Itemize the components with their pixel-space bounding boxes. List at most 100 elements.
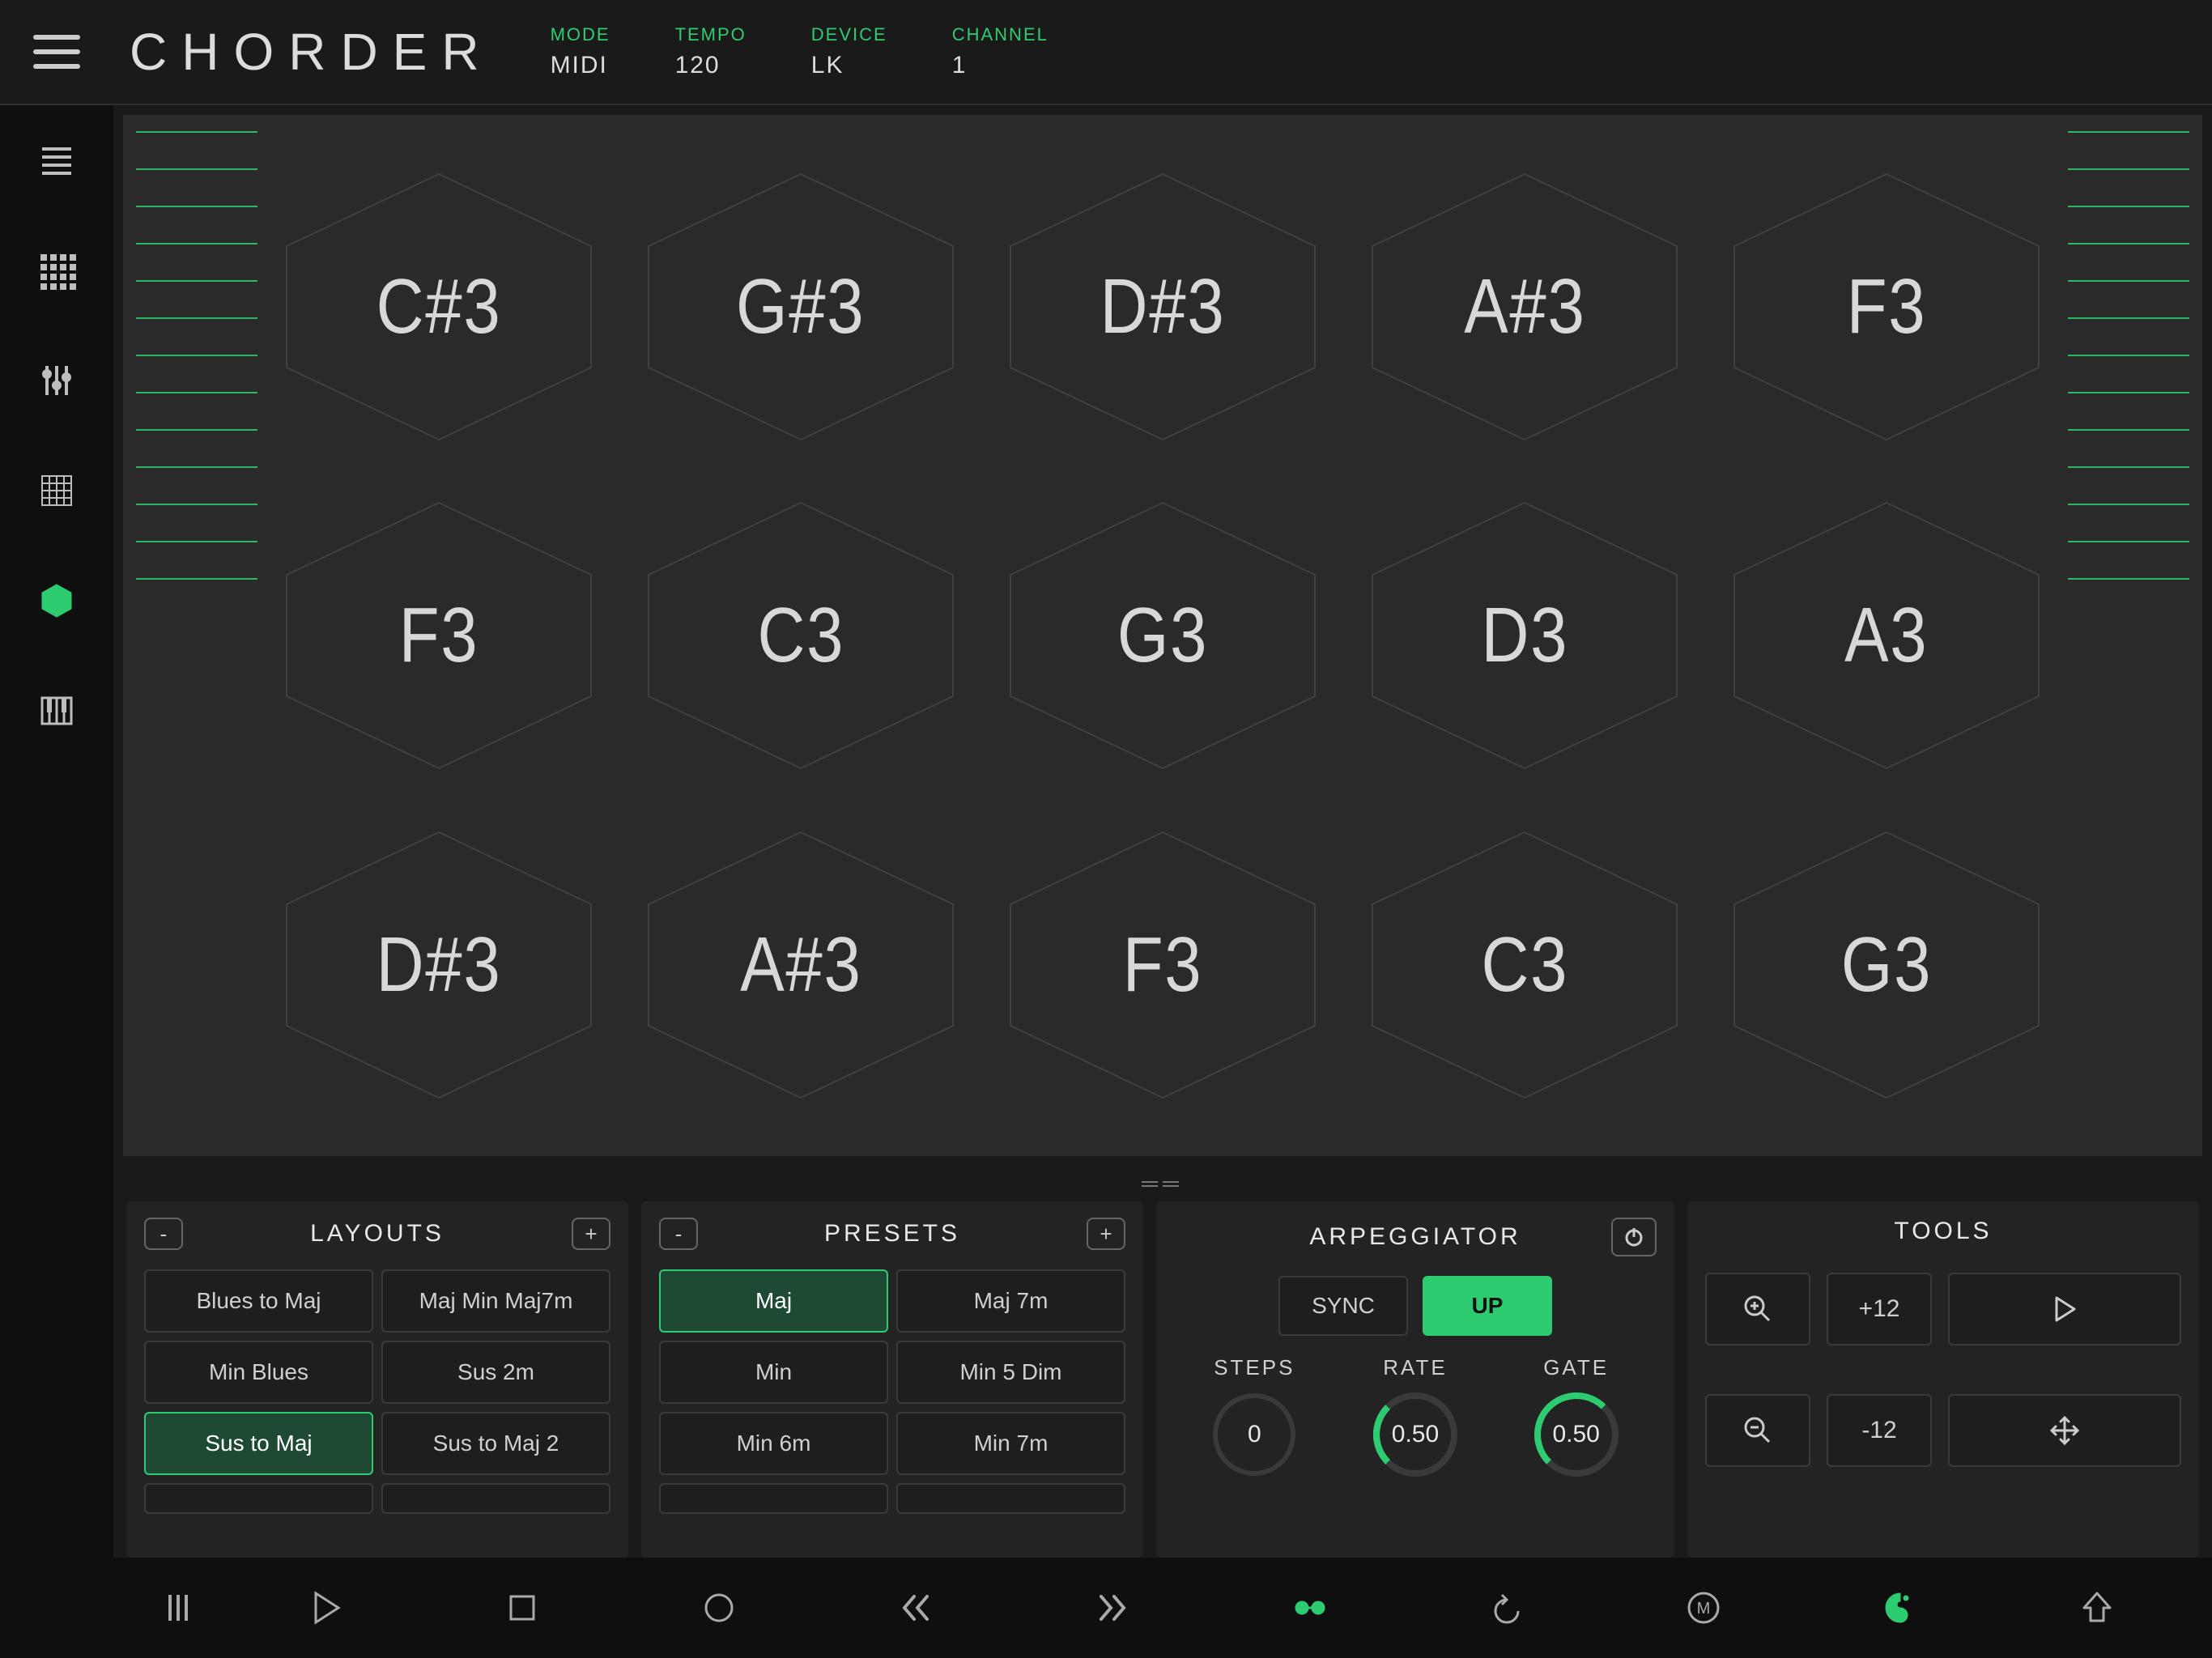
transport-shift-button[interactable] bbox=[1999, 1558, 2196, 1658]
chord-pad[interactable]: D#3 bbox=[277, 827, 601, 1103]
transport-palette-button[interactable] bbox=[1802, 1558, 1999, 1658]
meta-mode-value: MIDI bbox=[551, 52, 610, 79]
zoom-in-button[interactable] bbox=[1705, 1273, 1810, 1346]
meta-channel-label: CHANNEL bbox=[952, 24, 1049, 45]
layouts-title: LAYOUTS bbox=[310, 1220, 445, 1248]
sidebar-matrix-icon[interactable] bbox=[34, 468, 79, 513]
transport-undo-button[interactable] bbox=[1408, 1558, 1605, 1658]
transport-stop-button[interactable] bbox=[423, 1558, 620, 1658]
arp-rate-label: RATE bbox=[1383, 1355, 1447, 1380]
svg-text:M: M bbox=[1697, 1600, 1711, 1618]
layout-item[interactable]: Sus to Maj 2 bbox=[381, 1412, 610, 1475]
layouts-add-button[interactable]: + bbox=[572, 1218, 610, 1250]
chord-pad-label: F3 bbox=[1123, 920, 1203, 1010]
arp-gate-knob[interactable]: GATE 0.50 bbox=[1532, 1355, 1621, 1479]
layout-item[interactable] bbox=[144, 1483, 373, 1514]
transpose-down-button[interactable]: -12 bbox=[1827, 1394, 1932, 1467]
chord-pad-label: A#3 bbox=[1464, 262, 1585, 351]
sidebar-piano-icon[interactable] bbox=[34, 688, 79, 733]
arp-direction-button[interactable]: UP bbox=[1423, 1276, 1552, 1336]
layout-item[interactable]: Sus to Maj bbox=[144, 1412, 373, 1475]
arp-steps-value: 0 bbox=[1210, 1390, 1299, 1479]
app-header: CHORDER MODE MIDI TEMPO 120 DEVICE LK CH… bbox=[0, 0, 2212, 105]
preset-item[interactable] bbox=[659, 1483, 888, 1514]
arp-gate-label: GATE bbox=[1543, 1355, 1609, 1380]
chord-pad[interactable]: A#3 bbox=[1363, 169, 1687, 444]
meta-device[interactable]: DEVICE LK bbox=[811, 24, 887, 79]
transport-menu-icon[interactable] bbox=[130, 1558, 227, 1658]
app-title: CHORDER bbox=[130, 22, 494, 82]
arp-sync-button[interactable]: SYNC bbox=[1278, 1276, 1408, 1336]
transport-forward-button[interactable] bbox=[1015, 1558, 1211, 1658]
header-meta: MODE MIDI TEMPO 120 DEVICE LK CHANNEL 1 bbox=[551, 24, 1049, 79]
arpeggiator-panel: ARPEGGIATOR SYNC UP STEPS 0 bbox=[1156, 1201, 1674, 1558]
chord-pad[interactable]: G3 bbox=[1725, 827, 2048, 1103]
panel-resize-handle[interactable]: ══ bbox=[113, 1166, 2212, 1201]
transport-play-button[interactable] bbox=[227, 1558, 423, 1658]
move-tool-button[interactable] bbox=[1948, 1394, 2181, 1467]
chord-pad[interactable]: G#3 bbox=[639, 169, 963, 444]
transport-record-button[interactable] bbox=[620, 1558, 817, 1658]
chord-pad-area: C#3G#3 D#3 A#3 F3 F3 C3 G3D3A3 D#3 A#3 F3 C3 G3 bbox=[123, 115, 2202, 1156]
sidebar-sliders-icon[interactable] bbox=[34, 358, 79, 403]
meta-channel[interactable]: CHANNEL 1 bbox=[952, 24, 1049, 79]
preset-item[interactable]: Min 6m bbox=[659, 1412, 888, 1475]
layout-item[interactable]: Blues to Maj bbox=[144, 1269, 373, 1333]
layout-item[interactable]: Maj Min Maj7m bbox=[381, 1269, 610, 1333]
meta-tempo-value: 120 bbox=[675, 52, 747, 79]
chord-pad[interactable]: C3 bbox=[1363, 827, 1687, 1103]
chord-pad-label: C3 bbox=[1481, 920, 1568, 1010]
velocity-strip-left[interactable] bbox=[136, 131, 257, 580]
chord-pad-label: F3 bbox=[399, 591, 479, 680]
chord-pad[interactable]: C3 bbox=[639, 498, 963, 773]
arpeggiator-power-button[interactable] bbox=[1611, 1218, 1657, 1256]
sidebar-list-icon[interactable] bbox=[34, 138, 79, 183]
transport-metronome-button[interactable]: M bbox=[1605, 1558, 1802, 1658]
chord-pad[interactable]: F3 bbox=[1725, 169, 2048, 444]
arpeggiator-title: ARPEGGIATOR bbox=[1309, 1223, 1521, 1251]
arp-rate-value: 0.50 bbox=[1371, 1390, 1460, 1479]
menu-button[interactable] bbox=[0, 31, 113, 73]
preset-item[interactable]: Maj 7m bbox=[896, 1269, 1125, 1333]
layout-item[interactable] bbox=[381, 1483, 610, 1514]
arp-steps-knob[interactable]: STEPS 0 bbox=[1210, 1355, 1299, 1479]
meta-tempo-label: TEMPO bbox=[675, 24, 747, 45]
zoom-out-button[interactable] bbox=[1705, 1394, 1810, 1467]
tools-title: TOOLS bbox=[1894, 1218, 1992, 1245]
chord-pad[interactable]: F3 bbox=[277, 498, 601, 773]
tools-panel: TOOLS +12 -12 bbox=[1687, 1201, 2199, 1558]
velocity-strip-right[interactable] bbox=[2068, 131, 2189, 580]
layout-item[interactable]: Sus 2m bbox=[381, 1341, 610, 1404]
arp-steps-label: STEPS bbox=[1214, 1355, 1295, 1380]
chord-pad[interactable]: A#3 bbox=[639, 827, 963, 1103]
chord-pad[interactable]: D3 bbox=[1363, 498, 1687, 773]
meta-tempo[interactable]: TEMPO 120 bbox=[675, 24, 747, 79]
transport-loop-button[interactable] bbox=[1211, 1558, 1408, 1658]
transpose-up-button[interactable]: +12 bbox=[1827, 1273, 1932, 1346]
chord-pad-label: D#3 bbox=[1100, 262, 1226, 351]
play-tool-button[interactable] bbox=[1948, 1273, 2181, 1346]
preset-item[interactable] bbox=[896, 1483, 1125, 1514]
chord-pad[interactable]: A3 bbox=[1725, 498, 2048, 773]
preset-item[interactable]: Min 7m bbox=[896, 1412, 1125, 1475]
presets-panel: - PRESETS + MajMaj 7mMinMin 5 DimMin 6mM… bbox=[641, 1201, 1143, 1558]
layout-item[interactable]: Min Blues bbox=[144, 1341, 373, 1404]
preset-item[interactable]: Maj bbox=[659, 1269, 888, 1333]
layouts-remove-button[interactable]: - bbox=[144, 1218, 183, 1250]
meta-mode[interactable]: MODE MIDI bbox=[551, 24, 610, 79]
presets-add-button[interactable]: + bbox=[1087, 1218, 1125, 1250]
arp-rate-knob[interactable]: RATE 0.50 bbox=[1371, 1355, 1460, 1479]
presets-remove-button[interactable]: - bbox=[659, 1218, 698, 1250]
preset-item[interactable]: Min 5 Dim bbox=[896, 1341, 1125, 1404]
chord-pad[interactable]: F3 bbox=[1001, 827, 1325, 1103]
chord-pad[interactable]: C#3 bbox=[277, 169, 601, 444]
preset-item[interactable]: Min bbox=[659, 1341, 888, 1404]
sidebar-grid-icon[interactable] bbox=[34, 248, 79, 293]
transport-bar: M bbox=[113, 1558, 2212, 1658]
chord-pad-label: C3 bbox=[757, 591, 844, 680]
transport-rewind-button[interactable] bbox=[818, 1558, 1015, 1658]
chord-pad-label: D#3 bbox=[376, 920, 502, 1010]
chord-pad[interactable]: G3 bbox=[1001, 498, 1325, 773]
chord-pad[interactable]: D#3 bbox=[1001, 169, 1325, 444]
sidebar-hexagon-icon[interactable] bbox=[34, 578, 79, 623]
